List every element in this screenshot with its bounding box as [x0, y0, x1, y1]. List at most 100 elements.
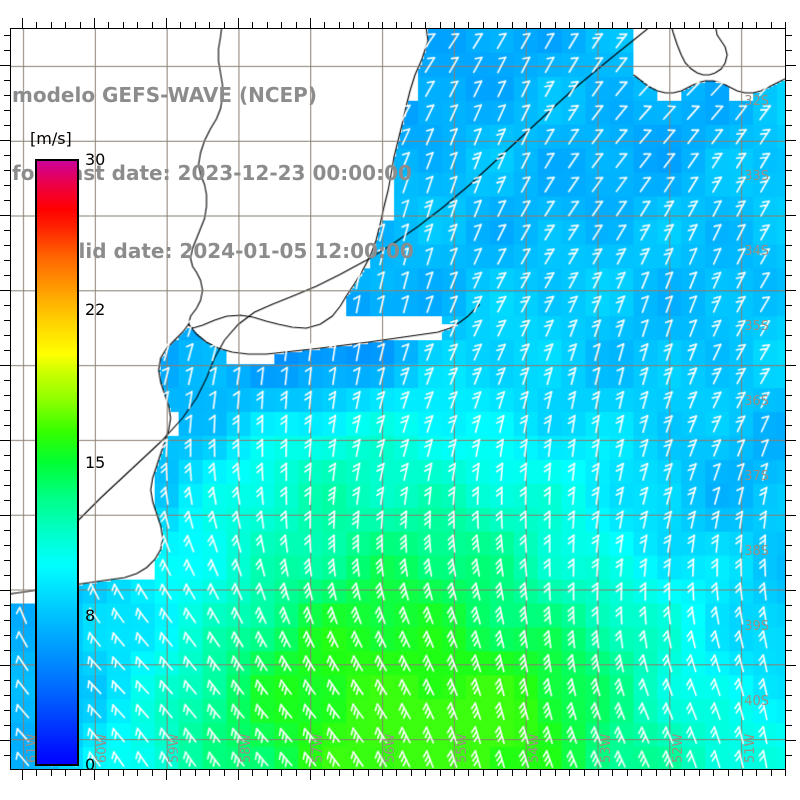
- axis-tick-top: [698, 22, 700, 28]
- axis-tick-top: [223, 22, 225, 28]
- axis-tick-right: [786, 305, 792, 306]
- axis-tick-bottom: [468, 770, 470, 776]
- axis-tick-left: [4, 35, 10, 36]
- axis-tick-top: [713, 22, 715, 28]
- axis-tick-bottom: [698, 770, 700, 776]
- axis-tick-bottom: [670, 770, 671, 776]
- axis-tick-top: [482, 22, 484, 28]
- axis-tick-bottom: [238, 770, 239, 780]
- axis-tick-right: [786, 155, 792, 156]
- colorbar-units-label: [m/s]: [30, 129, 72, 148]
- axis-tick-right: [786, 635, 792, 636]
- axis-tick-bottom: [65, 770, 67, 776]
- top-axis-ticks: [10, 18, 787, 28]
- axis-tick-bottom: [367, 770, 369, 776]
- axis-tick-top: [756, 22, 758, 28]
- axis-tick-bottom: [209, 770, 211, 776]
- axis-tick-top: [180, 22, 182, 28]
- axis-tick-left: [4, 305, 10, 306]
- axis-tick-bottom: [785, 770, 787, 776]
- axis-tick-right: [786, 200, 792, 201]
- axis-tick-left: [4, 530, 10, 531]
- axis-tick-left: [4, 230, 10, 231]
- axis-tick-left: [4, 620, 10, 621]
- axis-tick-right: [786, 380, 792, 381]
- axis-tick-left: [4, 560, 10, 561]
- axis-tick-top: [583, 22, 585, 28]
- axis-tick-right: [786, 620, 792, 621]
- axis-tick-top: [684, 22, 686, 28]
- axis-tick-bottom: [94, 770, 95, 780]
- axis-tick-right: [786, 95, 792, 96]
- axis-tick-top: [22, 18, 23, 28]
- axis-tick-bottom: [756, 770, 758, 776]
- axis-tick-left: [4, 680, 10, 681]
- axis-tick-right: [786, 170, 792, 171]
- map-plot-area[interactable]: 32S33S34S35S36S37S38S39S40S41S61W60W59W5…: [10, 28, 786, 770]
- axis-tick-top: [554, 22, 556, 28]
- left-axis-ticks: [0, 28, 10, 770]
- axis-tick-top: [425, 22, 427, 28]
- axis-tick-left: [4, 380, 10, 381]
- axis-tick-bottom: [180, 770, 182, 776]
- axis-tick-left: [4, 185, 10, 186]
- axis-tick-bottom: [540, 770, 542, 776]
- axis-tick-top: [94, 18, 95, 28]
- axis-tick-bottom: [194, 770, 196, 776]
- axis-tick-left: [4, 755, 10, 756]
- axis-tick-right: [786, 710, 792, 711]
- axis-tick-bottom: [396, 770, 398, 776]
- axis-tick-bottom: [137, 770, 139, 776]
- axis-tick-left: [0, 515, 10, 516]
- axis-tick-top: [65, 22, 67, 28]
- axis-tick-top: [540, 22, 542, 28]
- axis-tick-top: [569, 22, 571, 28]
- axis-tick-right: [786, 215, 796, 216]
- axis-tick-bottom: [655, 770, 657, 776]
- axis-tick-top: [526, 22, 527, 28]
- axis-tick-left: [0, 290, 10, 291]
- axis-tick-bottom: [338, 770, 340, 776]
- colorbar-gradient[interactable]: [35, 159, 79, 766]
- axis-tick-bottom: [454, 770, 455, 776]
- axis-tick-right: [786, 455, 792, 456]
- axis-tick-left: [4, 260, 10, 261]
- axis-tick-top: [742, 22, 743, 28]
- axis-tick-bottom: [626, 770, 628, 776]
- axis-tick-top: [36, 22, 38, 28]
- axis-tick-bottom: [641, 770, 643, 776]
- axis-tick-left: [0, 140, 10, 141]
- axis-tick-top: [324, 22, 326, 28]
- axis-tick-left: [4, 485, 10, 486]
- axis-tick-right: [786, 440, 796, 441]
- axis-tick-right: [786, 275, 792, 276]
- axis-tick-right: [786, 590, 796, 591]
- colorbar-tick-0: 0: [85, 755, 96, 774]
- axis-tick-bottom: [713, 770, 715, 776]
- axis-tick-right: [786, 530, 792, 531]
- axis-tick-right: [786, 110, 792, 111]
- axis-tick-right: [786, 290, 796, 291]
- axis-tick-right: [786, 695, 792, 696]
- axis-tick-left: [4, 635, 10, 636]
- axis-tick-left: [0, 440, 10, 441]
- bottom-axis-ticks: [10, 770, 787, 780]
- axis-tick-right: [786, 515, 796, 516]
- axis-tick-right: [786, 185, 792, 186]
- axis-tick-bottom: [295, 770, 297, 776]
- axis-tick-top: [454, 22, 455, 28]
- axis-tick-top: [770, 22, 772, 28]
- axis-tick-left: [4, 80, 10, 81]
- axis-tick-left: [0, 215, 10, 216]
- axis-tick-bottom: [482, 770, 484, 776]
- axis-tick-right: [786, 485, 792, 486]
- axis-tick-top: [785, 22, 787, 28]
- axis-tick-left: [4, 275, 10, 276]
- axis-tick-top: [626, 22, 628, 28]
- axis-tick-right: [786, 50, 792, 51]
- axis-tick-bottom: [151, 770, 153, 776]
- axis-tick-left: [4, 110, 10, 111]
- axis-tick-right: [786, 140, 796, 141]
- axis-tick-right: [786, 650, 792, 651]
